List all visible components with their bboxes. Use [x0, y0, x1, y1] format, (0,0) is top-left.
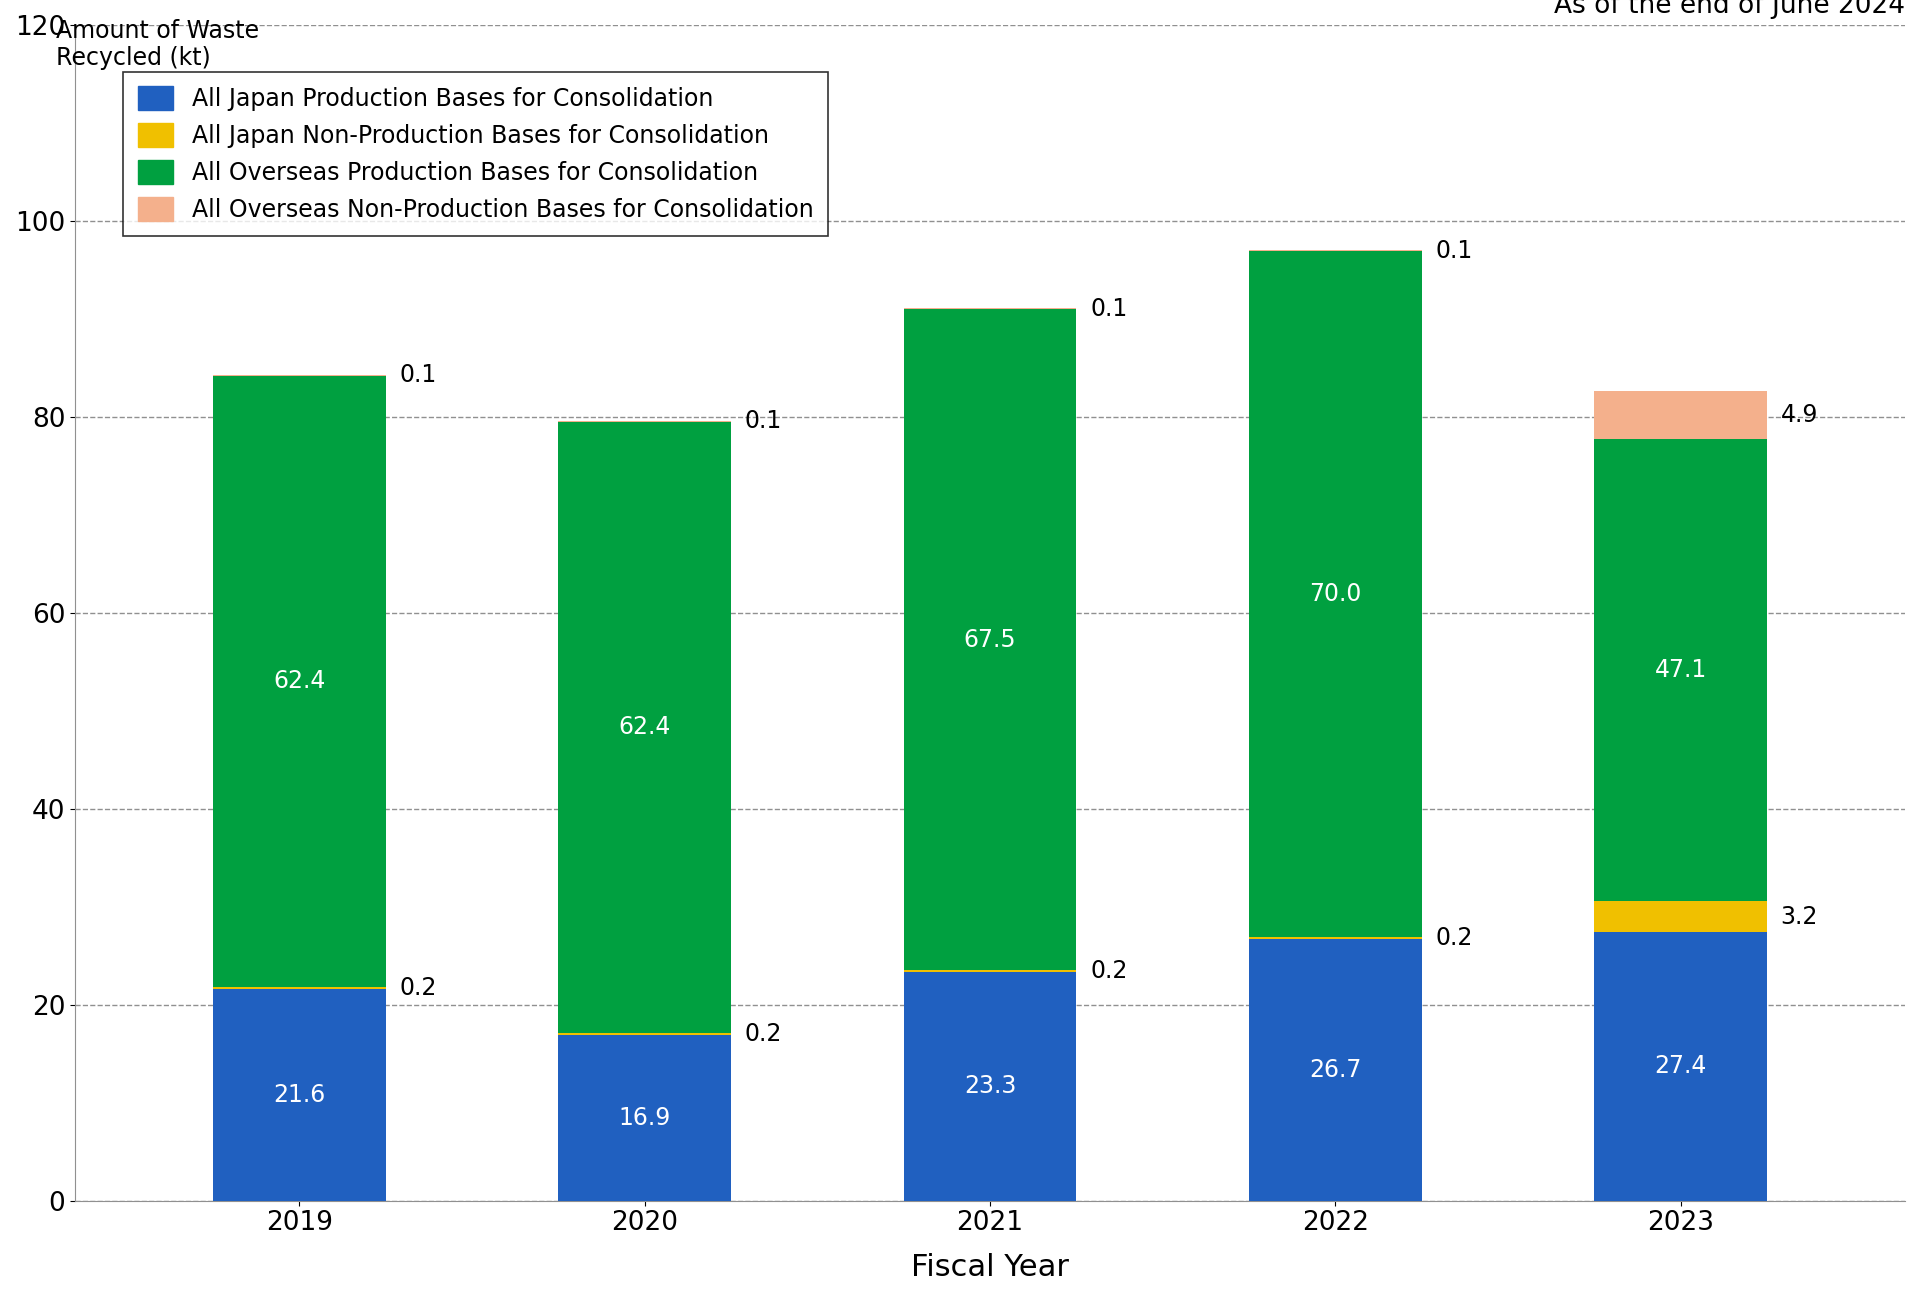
Text: 0.1: 0.1 [745, 410, 781, 433]
Bar [1594, 392, 1766, 440]
Bar [559, 1035, 732, 1201]
Text: Amount of Waste
Recycled (kt): Amount of Waste Recycled (kt) [56, 18, 259, 70]
Bar [213, 990, 386, 1201]
Text: 0.2: 0.2 [745, 1022, 781, 1047]
Text: 23.3: 23.3 [964, 1074, 1016, 1099]
Text: 26.7: 26.7 [1309, 1058, 1361, 1082]
Text: 70.0: 70.0 [1309, 582, 1361, 606]
Text: 62.4: 62.4 [618, 716, 670, 739]
Bar [1248, 936, 1421, 939]
Bar [1594, 440, 1766, 901]
Text: 3.2: 3.2 [1780, 904, 1818, 929]
Bar [213, 987, 386, 990]
Text: 67.5: 67.5 [964, 628, 1016, 652]
Text: As of the end of June 2024: As of the end of June 2024 [1553, 0, 1905, 18]
Bar [559, 1034, 732, 1035]
Bar [904, 309, 1077, 970]
Text: 0.1: 0.1 [399, 363, 436, 388]
Bar [559, 422, 732, 1034]
Text: 4.9: 4.9 [1780, 403, 1818, 428]
Bar [213, 376, 386, 987]
Text: 0.1: 0.1 [1091, 297, 1127, 320]
Text: 0.2: 0.2 [1091, 960, 1127, 983]
Text: 0.1: 0.1 [1436, 239, 1473, 263]
Bar [1594, 901, 1766, 933]
Bar [1248, 252, 1421, 936]
Bar [1248, 939, 1421, 1201]
Text: 27.4: 27.4 [1655, 1054, 1707, 1078]
Legend: All Japan Production Bases for Consolidation, All Japan Non-Production Bases for: All Japan Production Bases for Consolida… [123, 73, 828, 236]
Text: 0.2: 0.2 [399, 977, 438, 1000]
Bar [1594, 933, 1766, 1201]
Text: 16.9: 16.9 [618, 1106, 670, 1130]
X-axis label: Fiscal Year: Fiscal Year [910, 1253, 1069, 1281]
Text: 47.1: 47.1 [1655, 658, 1707, 682]
Text: 21.6: 21.6 [273, 1083, 326, 1106]
Text: 62.4: 62.4 [273, 669, 326, 694]
Bar [904, 970, 1077, 973]
Text: 0.2: 0.2 [1436, 926, 1473, 951]
Bar [904, 973, 1077, 1201]
